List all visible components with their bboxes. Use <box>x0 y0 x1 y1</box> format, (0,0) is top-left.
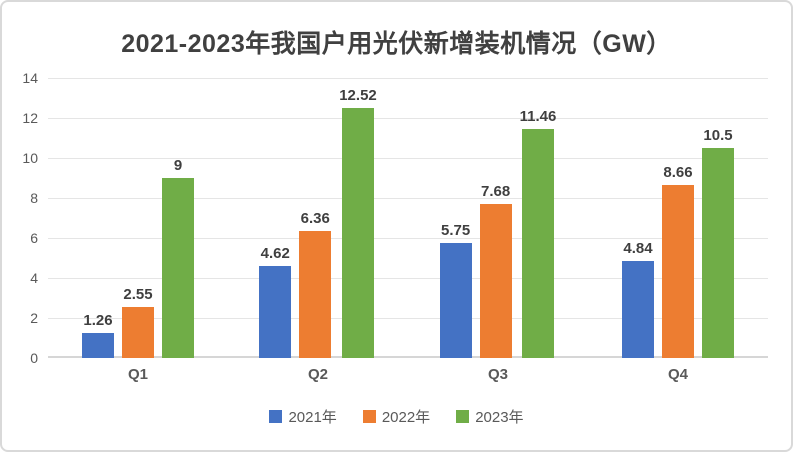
bar-2023年-q2 <box>341 107 374 358</box>
legend-swatch-icon <box>269 410 283 423</box>
bar-column: 5.75 <box>439 222 472 358</box>
bar-column: 8.66 <box>662 164 694 358</box>
x-category-label-q2: Q2 <box>307 366 328 383</box>
legend-item-2023年: 2023年 <box>456 406 524 427</box>
bar-value-label: 12.52 <box>339 86 377 104</box>
bar-2022年-q4 <box>662 184 694 358</box>
y-axis: 0 2 4 6 8 10 12 14 <box>0 70 40 366</box>
x-axis: Q1 Q2 Q3 Q4 <box>48 366 768 383</box>
bar-value-label: 6.36 <box>300 209 330 227</box>
bar-column: 4.62 <box>259 244 292 358</box>
y-tick-label: 10 <box>22 150 38 166</box>
x-category-label-q4: Q4 <box>667 366 688 383</box>
plot-area: 1.26 2.55 9 4.62 6.36 12.52 5.75 7.68 11.46 4.84 8… <box>48 78 768 358</box>
y-tick-label: 4 <box>30 270 38 286</box>
bar-group-q3: 5.75 7.68 11.46 <box>408 108 588 358</box>
gridline <box>48 278 768 279</box>
bar-2023年-q3 <box>522 128 554 358</box>
bar-column: 12.52 <box>339 87 377 358</box>
bar-value-label: 4.62 <box>260 244 290 262</box>
bar-column: 4.84 <box>622 240 654 358</box>
bar-2022年-q2 <box>299 230 332 358</box>
bar-value-label: 8.66 <box>663 163 693 181</box>
bar-group-q1: 1.26 2.55 9 <box>48 157 228 358</box>
legend: 2021年 2022年 2023年 <box>0 406 793 427</box>
bar-group-q2: 4.62 6.36 12.52 <box>228 87 408 358</box>
bar-value-label: 1.26 <box>83 311 113 329</box>
bar-group-q4: 4.84 8.66 10.5 <box>588 127 768 358</box>
bar-value-label: 10.5 <box>703 127 733 144</box>
chart-title: 2021-2023年我国户用光伏新增装机情况（GW） <box>121 30 672 58</box>
bar-column: 7.68 <box>479 183 512 358</box>
x-axis-baseline <box>48 356 768 358</box>
legend-swatch-icon <box>362 410 376 423</box>
bar-value-label: 5.75 <box>441 222 471 239</box>
x-category-label-q3: Q3 <box>487 366 508 383</box>
legend-label: 2022年 <box>381 409 431 426</box>
legend-item-2021年: 2021年 <box>269 406 337 427</box>
bar-column: 6.36 <box>299 209 332 358</box>
legend-item-2022年: 2022年 <box>362 406 431 427</box>
gridline <box>48 198 768 199</box>
y-tick-label: 14 <box>22 70 38 86</box>
y-tick-label: 12 <box>22 110 38 126</box>
y-tick-label: 2 <box>30 310 38 326</box>
gridline <box>48 158 768 159</box>
bar-2021年-q2 <box>259 265 292 358</box>
legend-swatch-icon <box>456 410 470 423</box>
y-tick-label: 0 <box>30 350 38 366</box>
bar-2021年-q1 <box>82 332 114 358</box>
bar-2023年-q4 <box>702 148 734 358</box>
y-tick-label: 8 <box>30 190 38 206</box>
bar-column: 11.46 <box>519 107 557 358</box>
bar-column: 1.26 <box>82 312 114 358</box>
gridline <box>48 318 768 319</box>
bar-value-label: 2.55 <box>123 286 153 303</box>
bar-column: 2.55 <box>122 286 154 358</box>
bar-column: 10.5 <box>702 127 734 358</box>
bar-2021年-q3 <box>439 243 472 358</box>
bar-2022年-q1 <box>122 307 154 358</box>
x-category-label-q1: Q1 <box>127 366 148 383</box>
gridline <box>48 118 768 119</box>
bar-2021年-q4 <box>622 261 654 358</box>
bar-column: 9 <box>162 157 194 358</box>
bar-value-label: 11.46 <box>519 107 557 125</box>
bar-2023年-q1 <box>162 178 194 358</box>
bar-value-label: 7.68 <box>481 183 511 201</box>
gridline <box>48 238 768 239</box>
gridline <box>48 78 768 79</box>
bar-value-label: 9 <box>173 157 183 174</box>
y-tick-label: 6 <box>30 230 38 246</box>
bar-value-label: 4.84 <box>623 240 653 258</box>
bar-2022年-q3 <box>479 204 512 358</box>
legend-label: 2023年 <box>475 409 524 426</box>
bar-groups-container: 1.26 2.55 9 4.62 6.36 12.52 5.75 7.68 11.46 4.84 8… <box>48 78 768 358</box>
legend-label: 2021年 <box>288 409 337 426</box>
